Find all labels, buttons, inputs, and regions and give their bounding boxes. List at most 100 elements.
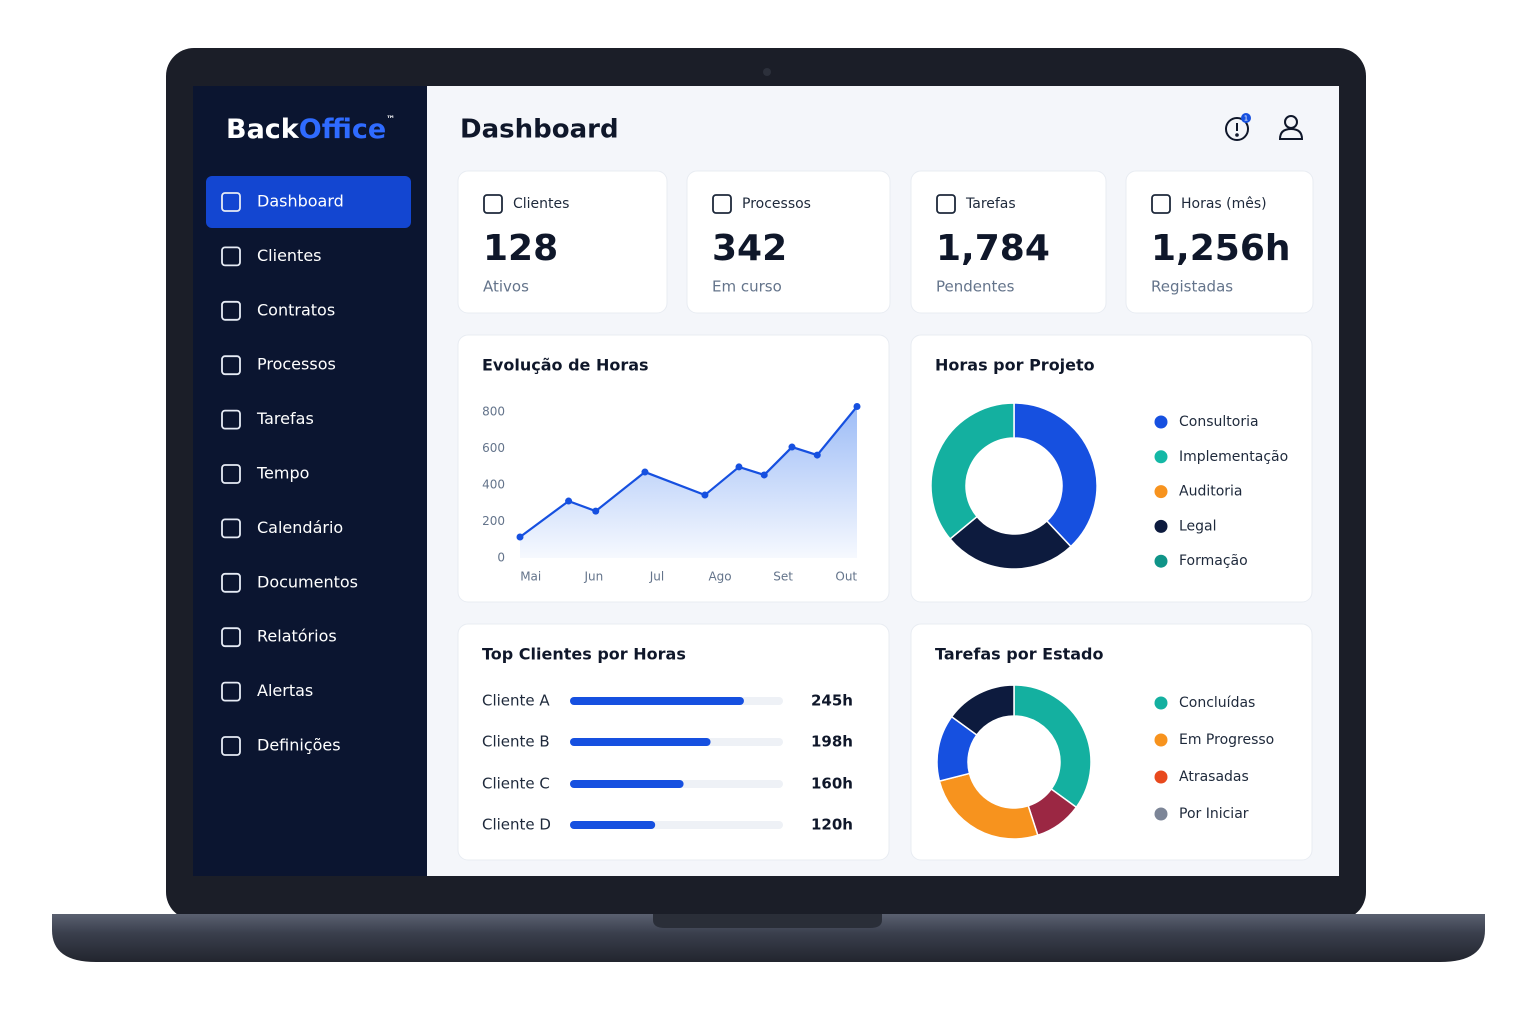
y-tick-label: 800 (482, 405, 505, 419)
x-tick-label: Mai (520, 570, 541, 584)
bar-value: 120h (811, 816, 853, 834)
brand-b: Office (299, 114, 386, 145)
icon (221, 518, 241, 539)
bar-label: Cliente A (482, 692, 550, 710)
x-tick-label: Jun (583, 570, 603, 584)
y-tick-label: 400 (482, 478, 505, 492)
stat-label: Tarefas (965, 196, 1016, 212)
point (592, 507, 600, 515)
bar-value: 245h (811, 692, 853, 710)
legend-dot (1154, 770, 1168, 784)
nav-item[interactable]: Documentos (257, 572, 358, 591)
card (910, 334, 1313, 603)
card (1125, 170, 1314, 314)
badge (1241, 113, 1251, 123)
card-title: Horas por Projeto (935, 356, 1095, 375)
stat-sub: Em curso (712, 278, 782, 296)
donut-segment (930, 402, 1015, 540)
legend-label: Auditoria (1179, 484, 1243, 500)
x-tick-label: Out (835, 570, 857, 584)
card (910, 170, 1107, 314)
x-tick-label: Jul (649, 570, 664, 584)
stat-value: 1,256h (1151, 228, 1291, 269)
legend-label: Consultoria (1179, 414, 1259, 430)
alert-icon[interactable] (1225, 117, 1249, 141)
stat-sub: Ativos (483, 278, 529, 296)
legend-dot (1154, 450, 1168, 464)
nav-item[interactable]: Clientes (257, 246, 322, 265)
icon (483, 194, 503, 214)
stat-value: 342 (712, 228, 787, 269)
legend-label: Em Progresso (1179, 732, 1274, 748)
nav-item[interactable]: Calendário (257, 518, 343, 537)
nav-item[interactable]: Alertas (257, 681, 313, 700)
x-tick-label: Ago (708, 570, 731, 584)
bar-label: Cliente D (482, 816, 551, 834)
icon (221, 572, 241, 593)
card-title: Top Clientes por Horas (482, 645, 686, 664)
brand-tm: ™ (386, 115, 395, 125)
nav-item[interactable]: Tempo (256, 464, 309, 483)
donut-segment (1013, 684, 1092, 809)
point (735, 463, 743, 471)
y-tick-label: 0 (497, 551, 505, 565)
icon (221, 736, 241, 756)
icon (221, 681, 241, 702)
point (565, 497, 573, 505)
legend-label: Formação (1179, 553, 1248, 569)
nav-item[interactable]: Relatórios (257, 627, 337, 646)
icon (221, 355, 241, 376)
nav-item[interactable]: Dashboard (257, 192, 344, 211)
camera (763, 68, 771, 76)
y-tick-label: 200 (482, 514, 505, 528)
bar (570, 821, 656, 829)
y-tick-label: 600 (482, 441, 505, 455)
bar-label: Cliente B (482, 733, 550, 751)
donut-segment (1013, 402, 1098, 548)
legend-label: Atrasadas (1179, 769, 1249, 785)
icon (712, 194, 732, 214)
point (813, 451, 821, 459)
donut-segment (950, 684, 1015, 737)
icon (1151, 194, 1171, 214)
legend-label: Por Iniciar (1179, 806, 1249, 822)
icon (221, 246, 241, 267)
bar-value: 160h (811, 775, 853, 793)
nav-item[interactable]: Contratos (257, 300, 335, 319)
bar-value: 198h (811, 733, 853, 751)
stat-value: 1,784 (936, 228, 1050, 269)
laptop-notch (653, 914, 882, 928)
laptop-base (52, 914, 1485, 962)
nav-item[interactable]: Tarefas (256, 409, 314, 428)
nav-item[interactable]: Definições (257, 736, 341, 755)
icon (221, 300, 241, 321)
x-tick-label: Set (773, 570, 793, 584)
nav-active (206, 176, 411, 228)
point (516, 533, 524, 541)
legend-dot (1154, 807, 1168, 821)
bar (570, 780, 684, 788)
bar-label: Cliente C (482, 775, 550, 793)
area (520, 406, 857, 558)
card-title: Evolução de Horas (482, 356, 649, 375)
nav-item[interactable]: Processos (257, 355, 336, 374)
stat-value: 128 (483, 228, 558, 269)
header-icons (1225, 115, 1304, 141)
point (853, 403, 861, 411)
legend-dot (1154, 696, 1168, 710)
icon (221, 192, 241, 212)
line (519, 405, 858, 538)
icon (221, 464, 241, 484)
legend-label: Concluídas (1179, 695, 1255, 711)
brand: BackOffice™ (226, 114, 395, 145)
stat-label: Horas (mês) (1181, 196, 1267, 212)
legend-dot (1154, 733, 1168, 747)
card-title: Tarefas por Estado (935, 645, 1104, 664)
legend-dot (1154, 554, 1168, 568)
icon (221, 409, 241, 430)
legend-label: Legal (1179, 518, 1217, 534)
card (910, 623, 1313, 861)
page-title: Dashboard (460, 115, 619, 145)
icon (221, 627, 241, 648)
